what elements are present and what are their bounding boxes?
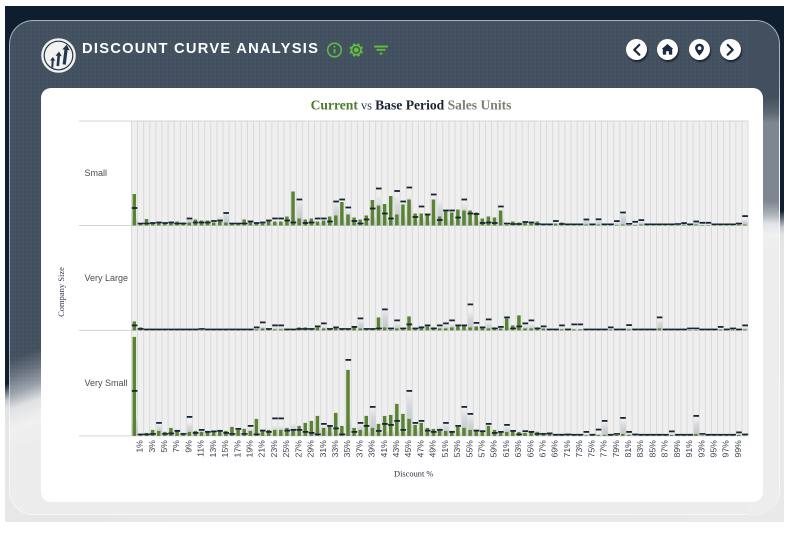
svg-text:Very Small: Very Small xyxy=(85,378,128,388)
svg-text:33%: 33% xyxy=(330,440,340,458)
svg-text:49%: 49% xyxy=(428,440,438,458)
svg-text:51%: 51% xyxy=(440,440,450,458)
svg-text:99%: 99% xyxy=(733,440,743,458)
svg-text:81%: 81% xyxy=(623,440,633,458)
svg-text:57%: 57% xyxy=(476,440,486,458)
svg-text:Company Size: Company Size xyxy=(56,267,66,317)
svg-text:Discount %: Discount % xyxy=(394,470,433,479)
svg-text:27%: 27% xyxy=(293,440,303,458)
svg-text:Very Large: Very Large xyxy=(85,273,129,283)
svg-text:9%: 9% xyxy=(183,440,193,453)
svg-text:31%: 31% xyxy=(318,440,328,458)
svg-text:67%: 67% xyxy=(538,440,548,458)
svg-text:39%: 39% xyxy=(367,440,377,458)
svg-text:29%: 29% xyxy=(306,440,316,458)
svg-text:43%: 43% xyxy=(391,440,401,458)
svg-text:61%: 61% xyxy=(501,440,511,458)
svg-text:1%: 1% xyxy=(135,440,145,453)
svg-text:63%: 63% xyxy=(513,440,523,458)
svg-text:7%: 7% xyxy=(171,440,181,453)
svg-text:37%: 37% xyxy=(354,440,364,458)
svg-text:59%: 59% xyxy=(489,440,499,458)
svg-text:79%: 79% xyxy=(611,440,621,458)
svg-text:75%: 75% xyxy=(586,440,596,458)
svg-text:Current vs Base Period Sales U: Current vs Base Period Sales Units xyxy=(311,98,512,113)
svg-text:85%: 85% xyxy=(647,440,657,458)
svg-text:25%: 25% xyxy=(281,440,291,458)
svg-text:91%: 91% xyxy=(684,440,694,458)
svg-text:93%: 93% xyxy=(696,440,706,458)
svg-text:19%: 19% xyxy=(245,440,255,458)
svg-text:21%: 21% xyxy=(257,440,267,458)
svg-text:69%: 69% xyxy=(550,440,560,458)
svg-text:5%: 5% xyxy=(159,440,169,453)
svg-text:95%: 95% xyxy=(708,440,718,458)
svg-text:35%: 35% xyxy=(342,440,352,458)
svg-text:11%: 11% xyxy=(196,440,206,457)
svg-text:83%: 83% xyxy=(635,440,645,458)
svg-text:77%: 77% xyxy=(599,440,609,458)
svg-text:89%: 89% xyxy=(672,440,682,458)
svg-text:17%: 17% xyxy=(232,440,242,458)
svg-text:97%: 97% xyxy=(721,440,731,458)
svg-text:23%: 23% xyxy=(269,440,279,458)
svg-text:15%: 15% xyxy=(220,440,230,458)
svg-text:53%: 53% xyxy=(452,440,462,458)
svg-text:71%: 71% xyxy=(562,440,572,458)
svg-text:41%: 41% xyxy=(379,440,389,458)
svg-text:Small: Small xyxy=(85,168,108,178)
svg-text:65%: 65% xyxy=(525,440,535,458)
svg-text:45%: 45% xyxy=(403,440,413,458)
svg-text:73%: 73% xyxy=(574,440,584,458)
svg-text:87%: 87% xyxy=(660,440,670,458)
svg-text:47%: 47% xyxy=(415,440,425,458)
svg-text:13%: 13% xyxy=(208,440,218,458)
svg-text:55%: 55% xyxy=(464,440,474,458)
svg-text:3%: 3% xyxy=(147,440,157,453)
